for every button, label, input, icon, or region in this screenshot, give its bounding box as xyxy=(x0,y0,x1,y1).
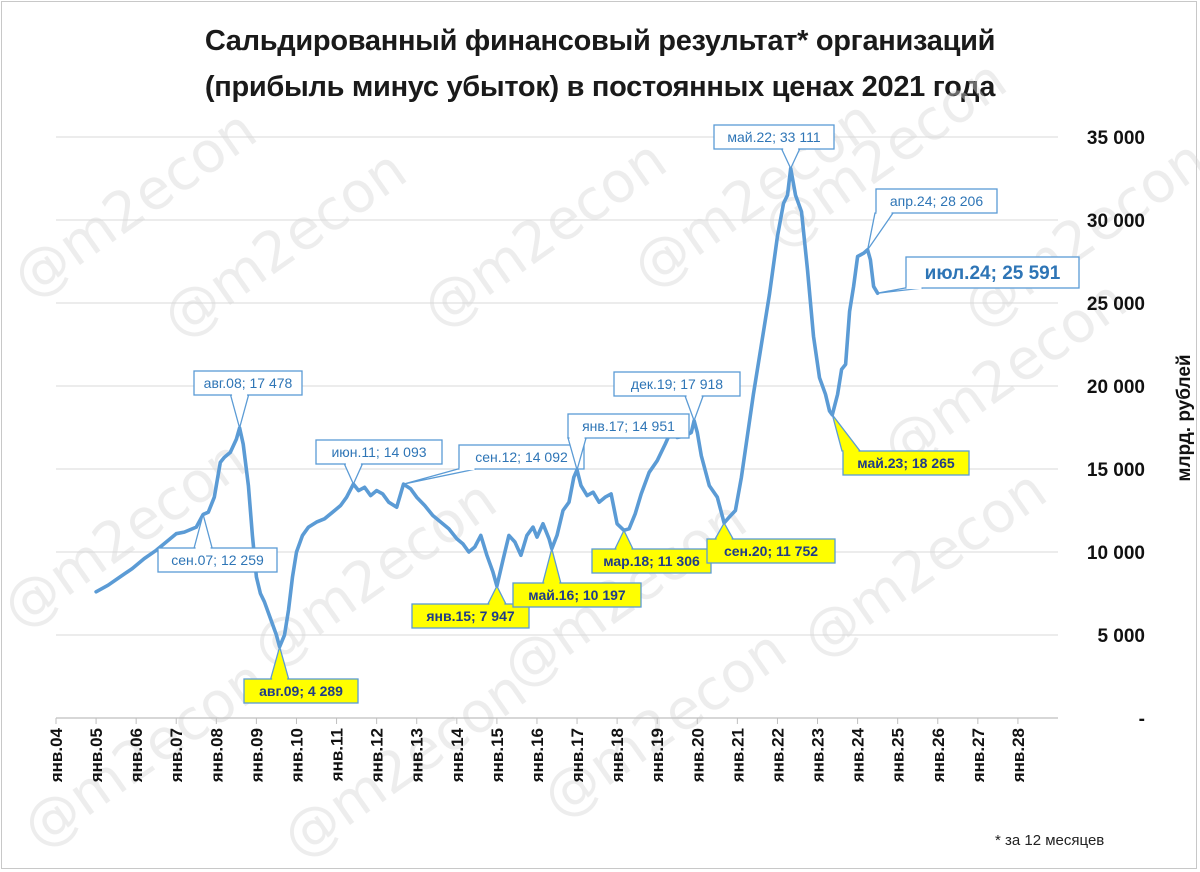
y-axis: - 5 000 10 000 15 000 20 000 25 000 30 000 35 0… xyxy=(1087,128,1145,730)
callout-label: апр.24; 28 206 xyxy=(890,193,983,209)
x-tick-label: янв.26 xyxy=(929,728,948,783)
x-tick-label: янв.12 xyxy=(368,728,387,783)
data-label-callout: июн.11; 14 093 xyxy=(315,439,443,486)
callout-box xyxy=(842,450,970,476)
callout-box xyxy=(706,538,836,564)
y-tick-label: 15 000 xyxy=(1087,460,1145,481)
callout-label: авг.09; 4 289 xyxy=(259,683,343,699)
x-tick-label: янв.28 xyxy=(1009,728,1028,783)
x-tick-label: янв.07 xyxy=(167,728,186,783)
data-label-callout: дек.19; 17 918 xyxy=(613,371,741,423)
y-tick-label: 10 000 xyxy=(1087,543,1145,564)
callout-label: май.22; 33 111 xyxy=(727,129,820,145)
callout-pointer xyxy=(343,463,364,486)
callout-label: янв.17; 14 951 xyxy=(582,418,675,434)
callout-label: сен.20; 11 752 xyxy=(724,543,818,559)
x-tick-label: янв.04 xyxy=(47,727,66,783)
x-tick-label: янв.14 xyxy=(448,727,467,783)
callout-box xyxy=(458,444,585,470)
callout-box xyxy=(243,678,359,704)
callout-box xyxy=(411,603,530,629)
x-axis: янв.04 янв.05 янв.06 янв.07 янв.08 янв.09 янв.… xyxy=(47,717,1058,783)
callout-box xyxy=(713,124,835,150)
data-label-callout: авг.09; 4 289 xyxy=(243,644,359,704)
y-tick-label: 25 000 xyxy=(1087,294,1145,315)
data-label-callout: сен.07; 12 259 xyxy=(157,511,278,573)
x-tick-label: янв.17 xyxy=(568,728,587,783)
x-tick-label: янв.15 xyxy=(488,728,507,783)
x-tick-label: янв.05 xyxy=(87,728,106,783)
data-label-callout: сен.20; 11 752 xyxy=(706,521,836,564)
x-tick-label: янв.13 xyxy=(408,728,427,783)
x-tick-label: янв.06 xyxy=(127,728,146,783)
annotations: авг.08; 17 478 сен.07; 12 259 авг.09; 4 28… xyxy=(157,124,1080,704)
watermark-text: @m2econ xyxy=(411,127,679,342)
data-label-callout: мар.18; 11 306 xyxy=(591,528,712,574)
y-tick-label: 5 000 xyxy=(1097,626,1145,647)
callout-box xyxy=(315,439,443,465)
callout-label: янв.15; 7 947 xyxy=(426,608,514,624)
watermark-text: @m2econ xyxy=(791,457,1059,672)
data-label-callout: май.16; 10 197 xyxy=(512,546,642,608)
x-tick-label: янв.20 xyxy=(688,728,707,783)
callout-pointer xyxy=(866,212,895,251)
callout-pointer xyxy=(613,528,634,550)
callout-pointer xyxy=(229,394,250,431)
callout-pointer xyxy=(541,546,562,584)
callout-label: дек.19; 17 918 xyxy=(631,376,723,392)
callout-box xyxy=(193,370,303,396)
data-label-callout: июл.24; 25 591 xyxy=(877,256,1080,294)
callout-label: июн.11; 14 093 xyxy=(331,444,426,460)
watermark-text: @m2econ xyxy=(0,427,258,642)
x-tick-label: янв.24 xyxy=(849,727,868,783)
y-tick-label: 30 000 xyxy=(1087,211,1145,232)
x-tick-label: янв.11 xyxy=(328,728,347,782)
chart-title-line1: Сальдированный финансовый результат* орг… xyxy=(204,25,996,57)
y-axis-title: млрд. рублей xyxy=(1174,354,1195,481)
x-tick-label: янв.21 xyxy=(728,728,747,783)
callout-box xyxy=(567,413,690,439)
y-tick-label: - xyxy=(1139,709,1145,730)
data-label-callout: сен.12; 14 092 xyxy=(403,444,585,485)
x-tick-label: янв.16 xyxy=(528,728,547,783)
callout-box xyxy=(591,548,712,574)
x-tick-label: янв.08 xyxy=(207,728,226,783)
y-tick-label: 35 000 xyxy=(1087,128,1145,149)
x-tick-label: янв.22 xyxy=(768,728,787,783)
x-tick-label: янв.18 xyxy=(608,728,627,783)
data-label-callout: авг.08; 17 478 xyxy=(193,370,303,431)
callout-box xyxy=(875,188,998,214)
callout-label: май.23; 18 265 xyxy=(857,455,955,471)
callout-box xyxy=(905,256,1080,289)
callout-label: сен.07; 12 259 xyxy=(171,552,264,568)
callout-pointer xyxy=(486,584,507,605)
series-line xyxy=(94,166,880,649)
data-label-callout: янв.15; 7 947 xyxy=(411,584,530,629)
data-label-callout: апр.24; 28 206 xyxy=(866,188,998,251)
data-label-callout: май.23; 18 265 xyxy=(831,414,970,476)
callout-label: сен.12; 14 092 xyxy=(475,449,568,465)
y-tick-label: 20 000 xyxy=(1087,377,1145,398)
data-label-callout: май.22; 33 111 xyxy=(713,124,835,170)
x-tick-label: янв.23 xyxy=(809,728,828,783)
x-tick-label: янв.27 xyxy=(969,728,988,783)
chart-title: Сальдированный финансовый результат* орг… xyxy=(0,18,1200,110)
chart-title-line2: (прибыль минус убыток) в постоянных цена… xyxy=(204,71,996,103)
x-tick-label: янв.10 xyxy=(287,728,306,783)
callout-label: мар.18; 11 306 xyxy=(603,553,700,569)
callout-label: май.16; 10 197 xyxy=(528,587,626,603)
callout-label: авг.08; 17 478 xyxy=(204,375,293,391)
callout-box xyxy=(157,547,278,573)
callout-label: июл.24; 25 591 xyxy=(925,263,1061,284)
x-tick-label: янв.19 xyxy=(648,728,667,783)
footnote: * за 12 месяцев xyxy=(995,832,1105,849)
callout-pointer xyxy=(831,414,862,452)
callout-box xyxy=(613,371,741,397)
x-tick-label: янв.09 xyxy=(247,728,266,783)
data-label-callout: янв.17; 14 951 xyxy=(567,413,690,473)
callout-box xyxy=(512,582,642,608)
x-tick-label: янв.25 xyxy=(889,728,908,783)
